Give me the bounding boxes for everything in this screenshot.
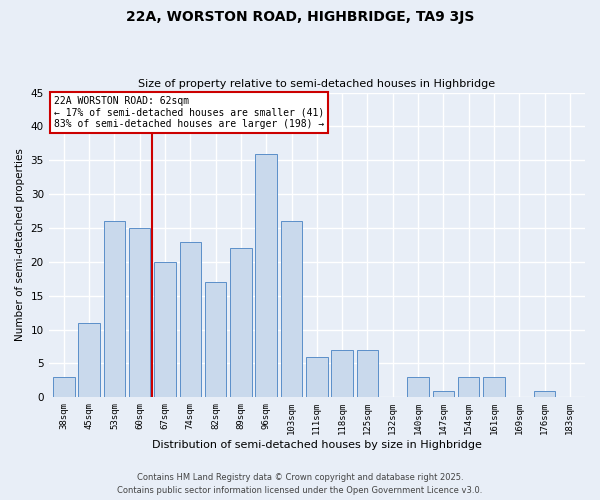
Text: 22A WORSTON ROAD: 62sqm
← 17% of semi-detached houses are smaller (41)
83% of se: 22A WORSTON ROAD: 62sqm ← 17% of semi-de…	[54, 96, 324, 129]
Bar	[53, 377, 74, 398]
Bar	[407, 377, 429, 398]
Bar	[433, 390, 454, 398]
Bar	[230, 248, 251, 398]
Bar	[104, 221, 125, 398]
Text: 22A, WORSTON ROAD, HIGHBRIDGE, TA9 3JS: 22A, WORSTON ROAD, HIGHBRIDGE, TA9 3JS	[126, 10, 474, 24]
Y-axis label: Number of semi-detached properties: Number of semi-detached properties	[15, 148, 25, 342]
Bar	[205, 282, 226, 398]
Bar	[179, 242, 201, 398]
Title: Size of property relative to semi-detached houses in Highbridge: Size of property relative to semi-detach…	[138, 79, 496, 89]
Bar	[129, 228, 151, 398]
Bar	[356, 350, 378, 398]
Bar	[331, 350, 353, 398]
X-axis label: Distribution of semi-detached houses by size in Highbridge: Distribution of semi-detached houses by …	[152, 440, 482, 450]
Bar	[306, 356, 328, 398]
Bar	[534, 390, 555, 398]
Bar	[154, 262, 176, 398]
Bar	[79, 323, 100, 398]
Bar	[483, 377, 505, 398]
Bar	[256, 154, 277, 398]
Bar	[458, 377, 479, 398]
Text: Contains HM Land Registry data © Crown copyright and database right 2025.
Contai: Contains HM Land Registry data © Crown c…	[118, 474, 482, 495]
Bar	[281, 221, 302, 398]
